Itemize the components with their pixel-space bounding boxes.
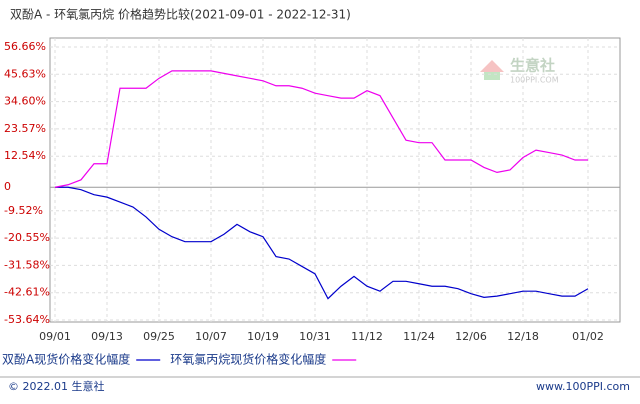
y-tick-label: 12.54% <box>4 149 46 162</box>
x-tick-label: 09/13 <box>91 330 123 343</box>
y-tick-label: -53.64% <box>4 313 50 326</box>
y-tick-label: 34.60% <box>4 95 46 108</box>
watermark-logo <box>480 60 504 72</box>
x-tick-label: 10/07 <box>195 330 227 343</box>
x-tick-label: 10/31 <box>299 330 331 343</box>
watermark: 生意社 100PPI.COM <box>480 57 559 85</box>
y-tick-label: -20.55% <box>4 231 50 244</box>
y-tick-label: -42.61% <box>4 286 50 299</box>
watermark-logo <box>484 72 500 80</box>
watermark-site: 100PPI.COM <box>510 76 559 85</box>
x-tick-label: 09/25 <box>143 330 175 343</box>
y-tick-label: -31.58% <box>4 258 50 271</box>
x-tick-label: 09/01 <box>39 330 71 343</box>
y-tick-label: 0 <box>4 180 11 193</box>
watermark-name: 生意社 <box>510 57 555 75</box>
series-line <box>55 186 589 300</box>
chart-title: 双酚A - 环氧氯丙烷 价格趋势比较(2021-09-01 - 2022-12-… <box>10 7 351 22</box>
x-tick-label: 12/18 <box>507 330 539 343</box>
y-tick-label: 23.57% <box>4 122 46 135</box>
y-tick-label: 56.66% <box>4 40 46 53</box>
y-tick-label: -9.52% <box>4 204 43 217</box>
x-tick-label: 12/06 <box>455 330 487 343</box>
x-tick-label: 11/12 <box>351 330 383 343</box>
x-tick-label: 11/24 <box>403 330 435 343</box>
x-tick-label: 10/19 <box>247 330 279 343</box>
plot-frame <box>49 37 621 323</box>
y-tick-label: 45.63% <box>4 67 46 80</box>
x-tick-label: 01/02 <box>572 330 604 343</box>
legend-label: 环氧氯丙烷现货价格变化幅度 <box>170 352 326 367</box>
footer-right: www.100PPI.com <box>536 380 630 393</box>
legend-label: 双酚A现货价格变化幅度 <box>2 352 130 367</box>
series-line <box>54 70 588 188</box>
footer-left: © 2022.01 生意社 <box>8 379 104 393</box>
